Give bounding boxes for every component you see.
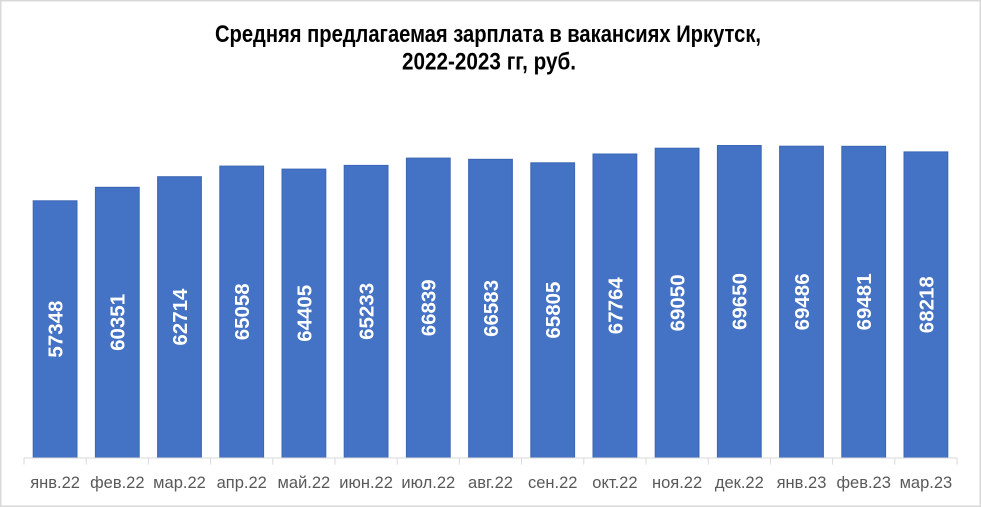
svg-text:64405: 64405 (293, 285, 316, 342)
svg-text:60351: 60351 (107, 294, 130, 351)
svg-text:фев.23: фев.23 (836, 474, 890, 492)
svg-text:сен.22: сен.22 (528, 474, 577, 492)
svg-text:69050: 69050 (667, 274, 690, 331)
svg-text:68218: 68218 (915, 276, 938, 333)
svg-text:Средняя предлагаемая зарплата: Средняя предлагаемая зарплата в вакансия… (215, 21, 761, 48)
svg-text:65233: 65233 (356, 283, 379, 340)
svg-text:янв.23: янв.23 (777, 474, 827, 492)
svg-text:авг.22: авг.22 (468, 474, 513, 492)
svg-text:57348: 57348 (45, 301, 68, 358)
svg-text:2022-2023 гг, руб.: 2022-2023 гг, руб. (402, 49, 576, 76)
svg-text:62714: 62714 (169, 288, 192, 346)
svg-text:66839: 66839 (418, 279, 441, 336)
svg-text:окт.22: окт.22 (592, 474, 637, 492)
svg-text:65805: 65805 (542, 282, 565, 339)
svg-text:янв.22: янв.22 (30, 474, 80, 492)
svg-text:мар.23: мар.23 (900, 474, 953, 492)
svg-text:67764: 67764 (604, 277, 627, 335)
svg-text:65058: 65058 (231, 283, 254, 340)
svg-text:июл.22: июл.22 (401, 474, 455, 492)
svg-text:апр.22: апр.22 (217, 474, 267, 492)
svg-text:мар.22: мар.22 (153, 474, 206, 492)
svg-text:66583: 66583 (480, 280, 503, 337)
svg-text:69486: 69486 (791, 273, 814, 330)
svg-text:июн.22: июн.22 (339, 474, 393, 492)
svg-text:ноя.22: ноя.22 (652, 474, 702, 492)
svg-text:май.22: май.22 (278, 474, 331, 492)
svg-text:69650: 69650 (729, 273, 752, 330)
svg-text:фев.22: фев.22 (90, 474, 144, 492)
svg-text:дек.22: дек.22 (715, 474, 764, 492)
svg-text:69481: 69481 (853, 273, 876, 330)
